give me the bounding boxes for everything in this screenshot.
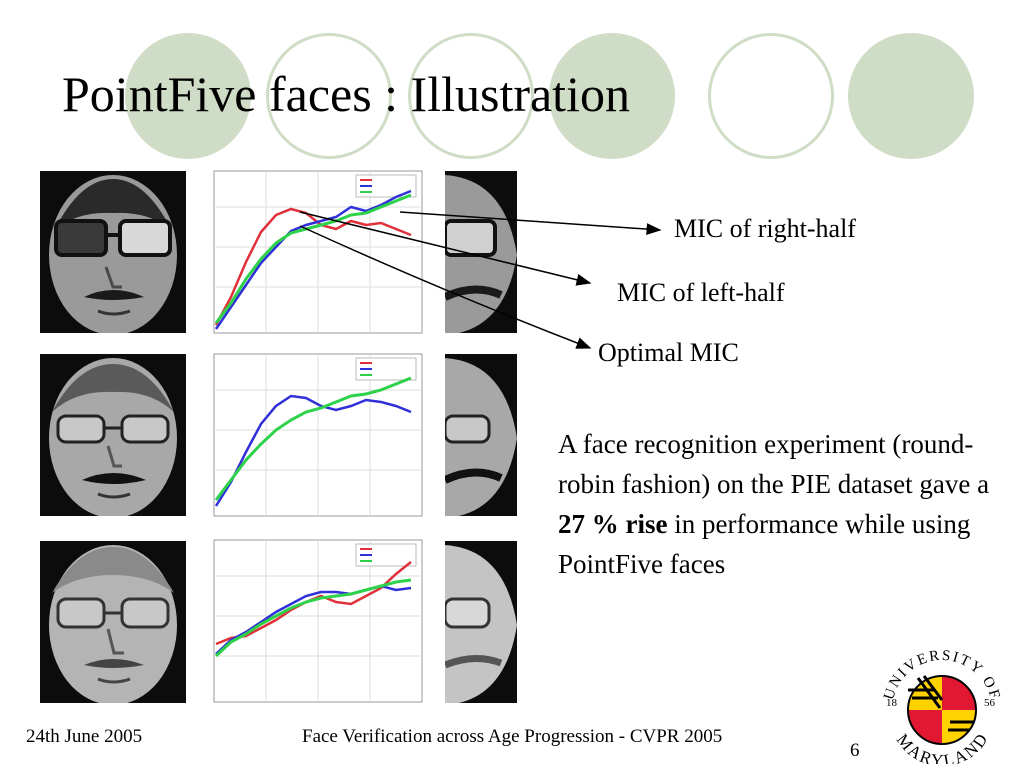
slide-title: PointFive faces : Illustration (62, 66, 630, 122)
callout-left-half: MIC of left-half (617, 278, 785, 307)
face-image (40, 541, 186, 703)
decor-ring (708, 33, 834, 159)
mic-plot (206, 536, 428, 708)
decor-ring (266, 33, 392, 159)
callout-right-half: MIC of right-half (674, 214, 856, 243)
description-text: A face recognition experiment (round-rob… (558, 429, 990, 499)
seal-year-left: 18 (886, 697, 898, 709)
face-image (40, 354, 186, 516)
page-number: 6 (850, 740, 860, 761)
footer-date: 24th June 2005 (26, 726, 143, 747)
decor-circle (848, 33, 974, 159)
experiment-description: A face recognition experiment (round-rob… (558, 424, 998, 584)
performance-rise: 27 % rise (558, 509, 668, 539)
decor-circle (549, 33, 675, 159)
mic-plot (206, 350, 428, 522)
seal-year-right: 56 (984, 697, 996, 709)
half-face-image (445, 171, 517, 333)
half-face-image (445, 354, 517, 516)
decor-ring (408, 33, 534, 159)
university-seal-icon: UNIVERSITY OF MARYLAND 18 56 (870, 640, 1010, 769)
half-face-image (445, 541, 517, 703)
face-image (40, 171, 186, 333)
description-text-end: in performance while using PointFive fac… (558, 509, 971, 579)
mic-plot (206, 167, 428, 339)
decor-circle (125, 33, 251, 159)
footer-presentation-title: Face Verification across Age Progression… (302, 726, 723, 747)
callout-optimal: Optimal MIC (598, 338, 739, 367)
